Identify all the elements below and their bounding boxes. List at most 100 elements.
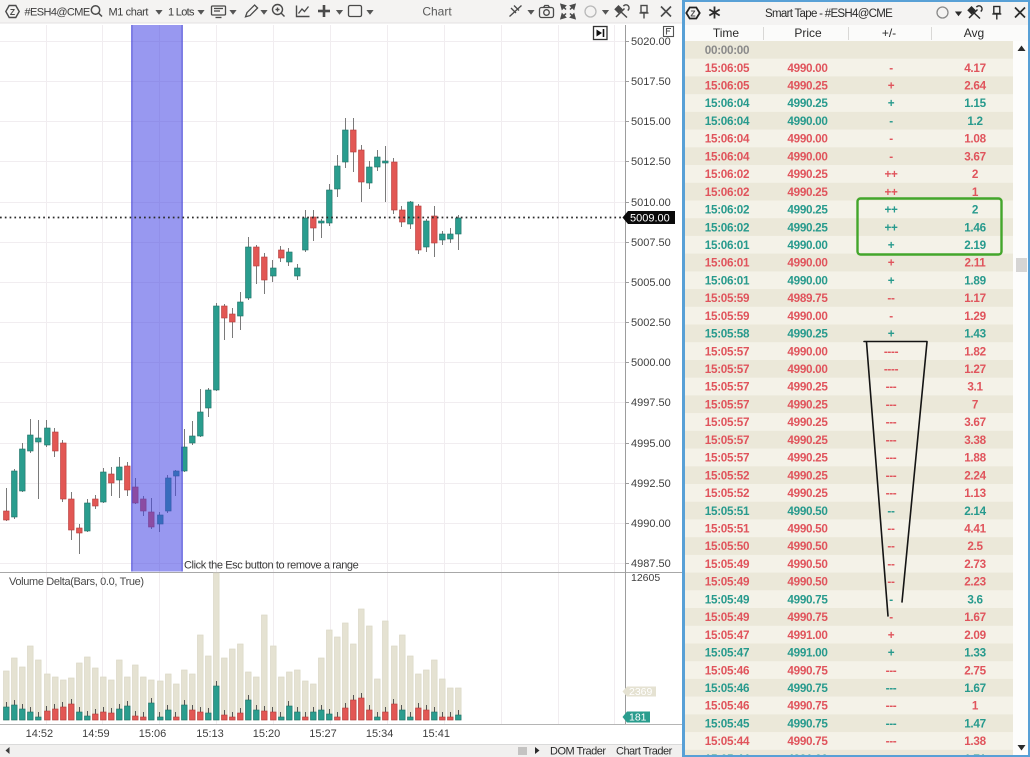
svg-text:DOM Trader: DOM Trader: [550, 746, 606, 757]
svg-text:4990.25: 4990.25: [787, 434, 828, 447]
svg-text:+: +: [888, 328, 895, 341]
svg-text:---: ---: [886, 416, 897, 429]
svg-text:15:06:04: 15:06:04: [705, 133, 750, 146]
svg-text:3.67: 3.67: [964, 150, 986, 163]
svg-text:4990.25: 4990.25: [787, 416, 828, 429]
svg-text:15:27: 15:27: [309, 728, 337, 740]
svg-text:4990.00: 4990.00: [787, 115, 828, 128]
svg-text:4990.25: 4990.25: [787, 186, 828, 199]
svg-text:--: --: [887, 576, 895, 589]
svg-text:4991.00: 4991.00: [787, 647, 828, 660]
svg-text:1.47: 1.47: [964, 717, 986, 730]
svg-text:1.67: 1.67: [964, 682, 986, 695]
svg-text:15:05:57: 15:05:57: [705, 363, 749, 376]
svg-text:+: +: [888, 97, 895, 110]
svg-text:15:06:04: 15:06:04: [705, 97, 750, 110]
svg-text:4991.00: 4991.00: [787, 629, 828, 642]
svg-text:++: ++: [884, 186, 898, 199]
svg-text:1.29: 1.29: [964, 310, 986, 323]
svg-text:15:05:57: 15:05:57: [705, 345, 749, 358]
svg-text:-: -: [889, 593, 893, 606]
svg-text:4990.25: 4990.25: [787, 80, 828, 93]
svg-text:15:06:02: 15:06:02: [705, 221, 750, 234]
svg-text:4990.25: 4990.25: [787, 452, 828, 465]
svg-text:4990.00: 4990.00: [787, 62, 828, 75]
svg-text:--: --: [887, 523, 895, 536]
svg-text:15:05:46: 15:05:46: [705, 682, 750, 695]
svg-text:5015.00: 5015.00: [631, 116, 671, 128]
svg-text:-: -: [889, 150, 893, 163]
svg-text:Click the Esc button to remove: Click the Esc button to remove a range: [184, 560, 359, 572]
svg-text:4990.00: 4990.00: [631, 518, 671, 530]
svg-text:-: -: [889, 611, 893, 624]
svg-text:4990.25: 4990.25: [787, 381, 828, 394]
svg-text:+: +: [888, 80, 895, 93]
svg-text:15:05:51: 15:05:51: [705, 505, 750, 518]
svg-text:2.09: 2.09: [964, 629, 986, 642]
svg-text:---: ---: [886, 469, 897, 482]
svg-text:2.14: 2.14: [964, 505, 986, 518]
svg-text:4990.75: 4990.75: [787, 717, 828, 730]
svg-text:--: --: [887, 505, 895, 518]
svg-text:---: ---: [886, 381, 897, 394]
svg-text:4990.50: 4990.50: [787, 523, 828, 536]
svg-text:Z: Z: [690, 9, 695, 19]
svg-text:15:06:05: 15:06:05: [705, 80, 750, 93]
svg-text:1.13: 1.13: [964, 487, 986, 500]
svg-text:1.33: 1.33: [964, 647, 986, 660]
svg-text:14:52: 14:52: [26, 728, 54, 740]
svg-text:2: 2: [972, 168, 979, 181]
svg-text:15:41: 15:41: [422, 728, 450, 740]
svg-text:2.24: 2.24: [964, 469, 986, 482]
svg-text:3.67: 3.67: [964, 416, 986, 429]
svg-text:Volume Delta(Bars, 0.0, True): Volume Delta(Bars, 0.0, True): [9, 576, 144, 588]
svg-text:15:05:49: 15:05:49: [705, 593, 750, 606]
svg-text:---: ---: [886, 664, 897, 677]
svg-text:5000.00: 5000.00: [631, 357, 671, 369]
svg-text:+/-: +/-: [882, 26, 896, 40]
svg-text:----: ----: [884, 363, 899, 376]
svg-text:15:06:04: 15:06:04: [705, 115, 750, 128]
svg-text:-: -: [889, 133, 893, 146]
svg-text:15:06:05: 15:06:05: [705, 62, 750, 75]
svg-text:14:59: 14:59: [82, 728, 110, 740]
svg-text:4991.00: 4991.00: [787, 753, 828, 757]
svg-text:15:06:01: 15:06:01: [705, 257, 750, 270]
svg-text:+: +: [888, 647, 895, 660]
svg-text:1: 1: [972, 700, 979, 713]
svg-text:15:05:51: 15:05:51: [705, 523, 750, 536]
svg-text:1.17: 1.17: [964, 292, 986, 305]
svg-text:15:05:57: 15:05:57: [705, 434, 749, 447]
svg-text:2: 2: [972, 204, 979, 217]
svg-text:15:06: 15:06: [139, 728, 167, 740]
svg-text:++: ++: [884, 204, 898, 217]
svg-text:Chart Trader: Chart Trader: [616, 746, 673, 757]
svg-text:1.43: 1.43: [964, 328, 986, 341]
svg-text:4990.75: 4990.75: [787, 611, 828, 624]
svg-text:5020.00: 5020.00: [631, 36, 671, 48]
svg-text:+: +: [888, 239, 895, 252]
svg-text:15:05:47: 15:05:47: [705, 647, 749, 660]
svg-text:1: 1: [972, 186, 979, 199]
svg-text:1.2: 1.2: [967, 115, 983, 128]
svg-text:4990.50: 4990.50: [787, 558, 828, 571]
svg-text:4990.00: 4990.00: [787, 150, 828, 163]
svg-text:4997.50: 4997.50: [631, 397, 671, 409]
svg-text:4.17: 4.17: [964, 62, 986, 75]
svg-text:5012.50: 5012.50: [631, 156, 671, 168]
svg-text:4990.25: 4990.25: [787, 328, 828, 341]
svg-text:1.89: 1.89: [964, 274, 986, 287]
svg-text:++: ++: [884, 221, 898, 234]
svg-text:4990.25: 4990.25: [787, 168, 828, 181]
svg-text:15:05:59: 15:05:59: [705, 292, 750, 305]
svg-text:2.73: 2.73: [964, 558, 986, 571]
svg-text:---: ---: [886, 753, 897, 757]
svg-text:4990.25: 4990.25: [787, 97, 828, 110]
svg-text:4.41: 4.41: [964, 523, 986, 536]
svg-text:4990.25: 4990.25: [787, 487, 828, 500]
svg-text:4990.50: 4990.50: [787, 576, 828, 589]
svg-text:#ESH4@CME: #ESH4@CME: [25, 7, 90, 19]
svg-text:Chart: Chart: [422, 5, 452, 19]
svg-text:4990.50: 4990.50: [787, 540, 828, 553]
svg-text:4992.50: 4992.50: [631, 478, 671, 490]
